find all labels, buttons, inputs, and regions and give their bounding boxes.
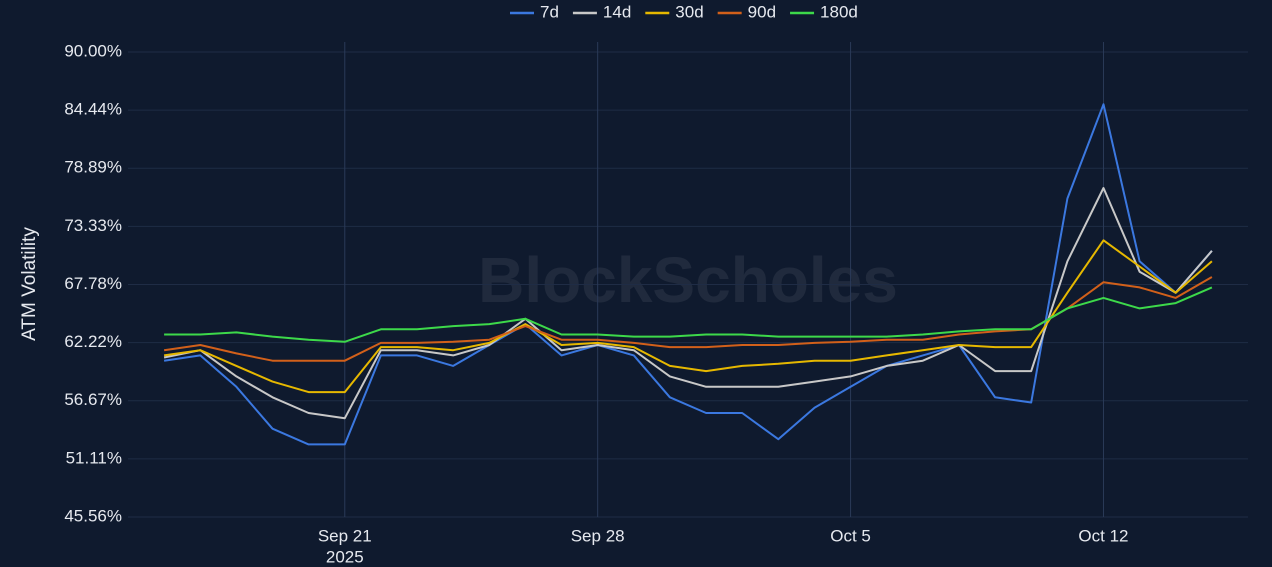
legend-label: 180d [820,2,858,21]
y-tick-label: 78.89% [64,158,122,177]
y-tick-label: 51.11% [66,448,122,467]
x-tick-sublabel: 2025 [326,547,364,566]
x-tick-label: Sep 28 [571,526,625,545]
y-axis-label: ATM Volatility [19,227,40,341]
series-line [163,187,1213,420]
y-tick-label: 73.33% [64,216,122,235]
legend-label: 7d [540,2,559,21]
legend-label: 30d [675,2,703,21]
y-tick-label: 67.78% [64,274,122,293]
y-tick-label: 45.56% [64,506,122,525]
y-tick-label: 84.44% [64,100,122,119]
watermark: BlockScholes [478,244,898,316]
series-line [164,286,1213,343]
legend-label: 14d [603,2,631,21]
x-tick-label: Oct 5 [830,526,871,545]
y-tick-label: 56.67% [64,390,122,409]
x-tick-label: Sep 21 [318,526,372,545]
y-tick-label: 62.22% [64,332,122,351]
legend-label: 90d [748,2,776,21]
series-line [163,103,1213,446]
series-line [163,239,1213,394]
x-tick-label: Oct 12 [1078,526,1128,545]
y-tick-label: 90.00% [64,41,122,60]
